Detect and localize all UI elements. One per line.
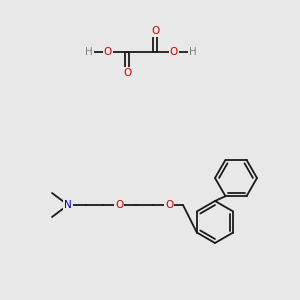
Text: O: O [104,47,112,57]
Text: H: H [85,47,93,57]
Text: O: O [115,200,123,210]
Text: O: O [170,47,178,57]
Text: O: O [123,68,131,78]
Text: O: O [151,26,159,36]
Text: N: N [64,200,72,210]
Text: O: O [165,200,173,210]
Text: H: H [189,47,197,57]
